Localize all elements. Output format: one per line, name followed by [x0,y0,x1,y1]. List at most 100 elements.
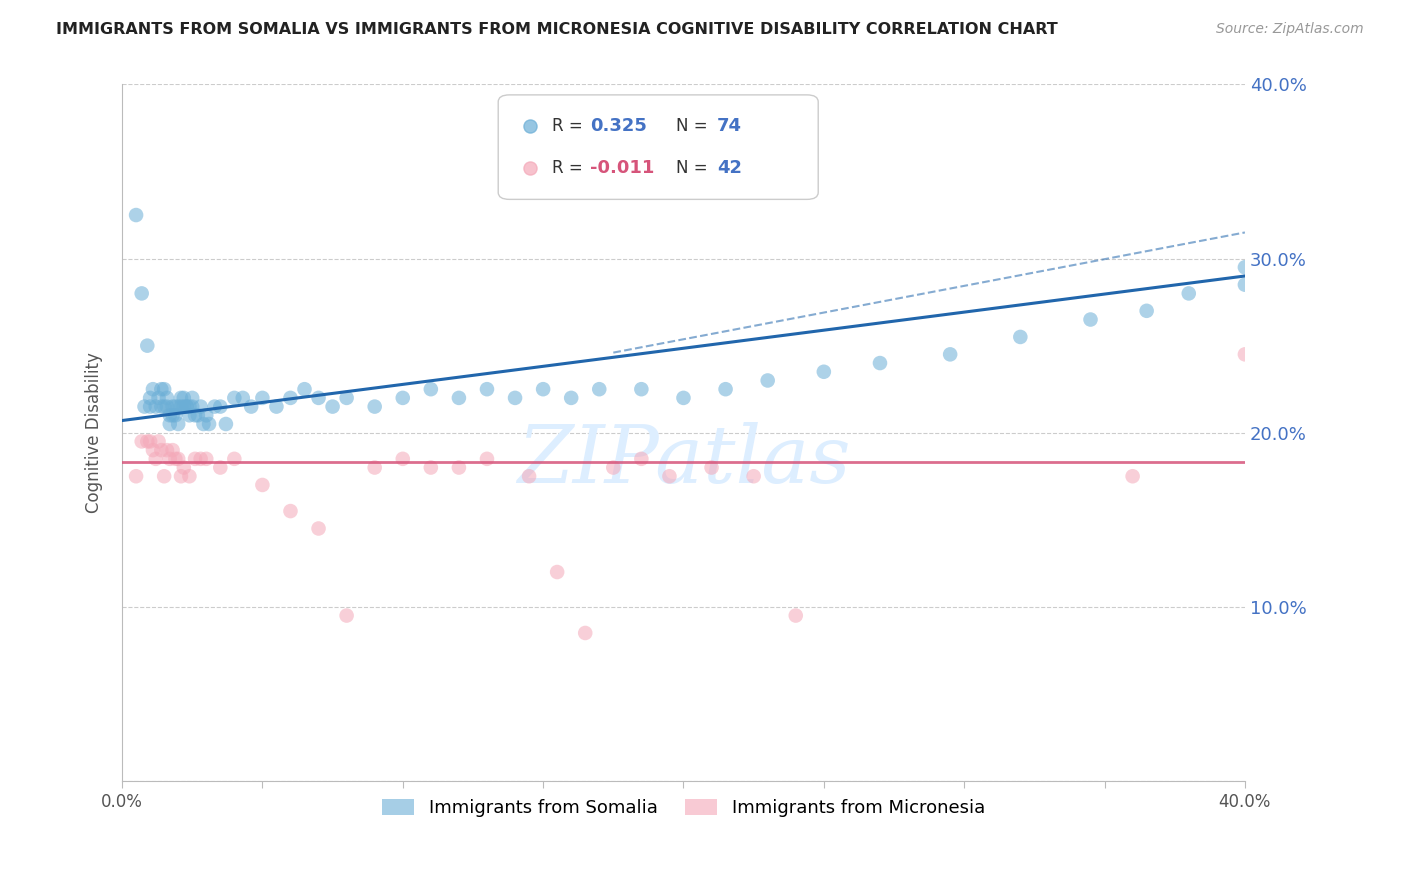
Point [139,391,162,405]
Point [134,400,156,414]
Point [173,460,195,475]
Point [209,460,232,475]
Point [714,382,737,396]
Point [150,443,173,458]
Point [153,382,176,396]
Point [145,451,167,466]
Text: 42: 42 [717,159,742,177]
Point [170,469,193,483]
Point [1122,469,1144,483]
Point [184,451,207,466]
Point [162,409,184,423]
Text: ZIPatlas: ZIPatlas [517,422,851,500]
Point [187,409,209,423]
Point [503,391,526,405]
Text: R =: R = [553,118,588,136]
Point [209,400,232,414]
Point [363,460,385,475]
Point [280,391,302,405]
Point [363,400,385,414]
Text: N =: N = [676,118,713,136]
Point [184,409,207,423]
Point [170,400,193,414]
Point [336,608,359,623]
Point [167,400,190,414]
Point [131,434,153,449]
Point [1080,312,1102,326]
Point [142,382,165,396]
Point [939,347,962,361]
Point [658,469,681,483]
Point [602,460,624,475]
Point [475,451,498,466]
Point [173,400,195,414]
Point [193,417,215,431]
Point [630,451,652,466]
Point [150,400,173,414]
Point [672,391,695,405]
Point [447,460,470,475]
Point [195,451,218,466]
Point [165,409,187,423]
Point [156,443,179,458]
Point [153,400,176,414]
Point [165,451,187,466]
Text: R =: R = [553,159,588,177]
Text: 0.325: 0.325 [591,118,647,136]
Point [742,469,765,483]
Point [179,400,201,414]
Point [173,391,195,405]
Point [190,400,212,414]
Point [252,391,274,405]
Point [162,400,184,414]
Point [195,409,218,423]
FancyBboxPatch shape [498,95,818,200]
Point [139,400,162,414]
Point [170,391,193,405]
Point [156,391,179,405]
Point [419,382,441,396]
Point [139,434,162,449]
Point [179,409,201,423]
Point [190,451,212,466]
Point [1136,303,1159,318]
Point [1233,347,1256,361]
Point [179,469,201,483]
Point [475,382,498,396]
Point [150,382,173,396]
Point [162,443,184,458]
Point [700,460,723,475]
Point [322,400,344,414]
Point [148,434,170,449]
Point [176,400,198,414]
Y-axis label: Cognitive Disability: Cognitive Disability [86,352,103,513]
Point [280,504,302,518]
Point [181,400,204,414]
Point [391,451,413,466]
Point [167,451,190,466]
Point [215,417,238,431]
Point [142,443,165,458]
Point [630,382,652,396]
Point [1233,260,1256,275]
Point [136,338,159,352]
Text: Source: ZipAtlas.com: Source: ZipAtlas.com [1216,22,1364,37]
Point [252,478,274,492]
Point [336,391,359,405]
Point [756,374,779,388]
Point [232,391,254,405]
Point [785,608,807,623]
Point [574,626,596,640]
Point [447,391,470,405]
Text: -0.011: -0.011 [591,159,655,177]
Point [1010,330,1032,344]
Point [1177,286,1199,301]
Point [869,356,891,370]
Point [308,391,330,405]
Point [136,434,159,449]
Point [204,400,226,414]
Point [224,391,246,405]
Point [176,400,198,414]
Point [145,400,167,414]
Point [165,400,187,414]
